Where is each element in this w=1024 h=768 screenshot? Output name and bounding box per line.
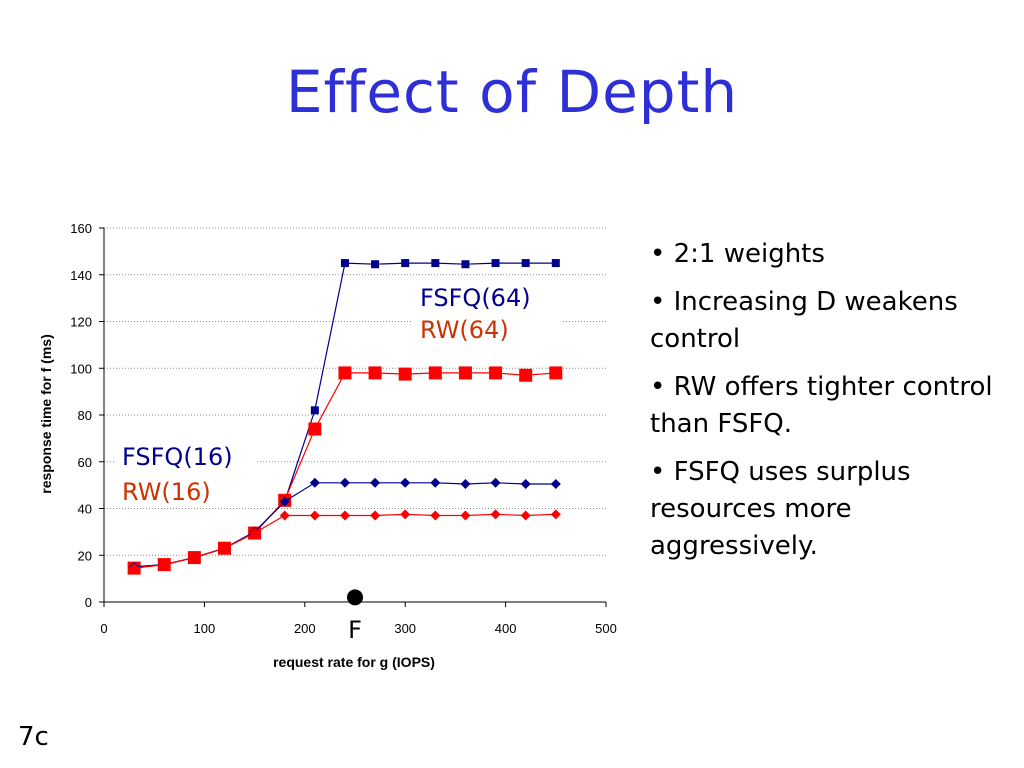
x-tick-label: 100 bbox=[194, 621, 216, 636]
data-point bbox=[159, 559, 170, 570]
data-point bbox=[189, 552, 200, 563]
annotation-rw64: RW(64) bbox=[420, 316, 509, 344]
y-tick-label: 160 bbox=[70, 221, 92, 236]
data-point bbox=[249, 528, 260, 539]
data-point bbox=[460, 478, 471, 489]
data-point bbox=[400, 477, 411, 488]
y-tick-label: 20 bbox=[78, 548, 92, 563]
slide-number: 7c bbox=[18, 722, 49, 752]
bullet-item: • RW offers tighter control than FSFQ. bbox=[650, 372, 993, 439]
data-point bbox=[491, 259, 500, 268]
data-point bbox=[520, 478, 531, 489]
data-point bbox=[310, 406, 319, 415]
bullet-list: • 2:1 weights • Increasing D weakens con… bbox=[650, 236, 1010, 576]
bullet-item: • Increasing D weakens control bbox=[650, 287, 958, 354]
data-point bbox=[521, 259, 530, 268]
annotation-fsfq16: FSFQ(16) bbox=[122, 443, 233, 471]
data-point bbox=[430, 477, 441, 488]
chart-grid bbox=[104, 227, 606, 556]
y-tick-label: 40 bbox=[78, 502, 92, 517]
y-tick-label: 60 bbox=[78, 455, 92, 470]
data-point bbox=[400, 509, 411, 520]
data-point bbox=[279, 496, 290, 507]
data-point bbox=[371, 260, 380, 269]
annotation-background bbox=[116, 438, 256, 508]
data-point bbox=[340, 259, 349, 268]
data-point bbox=[401, 259, 410, 268]
bullet-item: • FSFQ uses surplus resources more aggre… bbox=[650, 457, 911, 561]
data-point bbox=[520, 510, 531, 521]
data-point bbox=[431, 259, 440, 268]
y-tick-label: 100 bbox=[70, 361, 92, 376]
data-point bbox=[309, 510, 320, 521]
data-point bbox=[551, 259, 560, 268]
x-tick-label: 0 bbox=[100, 621, 107, 636]
data-point bbox=[428, 366, 442, 380]
chart-series bbox=[127, 259, 563, 606]
data-point bbox=[490, 477, 501, 488]
data-point bbox=[368, 366, 382, 380]
y-tick-label: 0 bbox=[85, 595, 92, 610]
marker-f-label: F bbox=[348, 616, 362, 644]
slide-title: Effect of Depth bbox=[285, 58, 739, 126]
x-tick-label: 200 bbox=[294, 621, 316, 636]
data-point bbox=[370, 477, 381, 488]
y-tick-label: 80 bbox=[78, 408, 92, 423]
annotation-rw16: RW(16) bbox=[122, 478, 211, 506]
annotation-background bbox=[412, 280, 562, 348]
marker-f-dot bbox=[347, 589, 363, 606]
x-tick-label: 400 bbox=[495, 621, 517, 636]
y-tick-label: 120 bbox=[70, 315, 92, 330]
data-point bbox=[490, 509, 501, 520]
series-RW(16) bbox=[129, 509, 561, 574]
data-point bbox=[461, 260, 470, 269]
data-point bbox=[370, 510, 381, 521]
data-point bbox=[339, 477, 350, 488]
data-point bbox=[338, 366, 352, 380]
x-tick-label: 500 bbox=[595, 621, 617, 636]
annotation-fsfq64: FSFQ(64) bbox=[420, 284, 531, 312]
data-point bbox=[550, 509, 561, 520]
data-point bbox=[309, 477, 320, 488]
chart-labels: request rate for g (IOPS) response time … bbox=[38, 284, 531, 670]
y-axis-label: response time for f (ms) bbox=[38, 334, 54, 493]
x-tick-label: 300 bbox=[394, 621, 416, 636]
data-point bbox=[460, 510, 471, 521]
data-point bbox=[308, 422, 322, 436]
data-point bbox=[550, 478, 561, 489]
data-point bbox=[458, 366, 472, 380]
data-point bbox=[398, 367, 412, 381]
data-point bbox=[549, 366, 563, 380]
chart-axes: 0 20 40 60 80 100 120 140 160 0 100 200 300 400 500 bbox=[70, 221, 617, 636]
data-point bbox=[430, 510, 441, 521]
data-point bbox=[219, 543, 230, 554]
x-axis-label: request rate for g (IOPS) bbox=[273, 654, 435, 670]
bullet-item: • 2:1 weights bbox=[650, 239, 825, 269]
data-point bbox=[339, 510, 350, 521]
data-point bbox=[279, 510, 290, 521]
y-tick-label: 140 bbox=[70, 268, 92, 283]
data-point bbox=[519, 368, 533, 382]
data-point bbox=[129, 563, 140, 574]
data-point bbox=[489, 366, 503, 380]
